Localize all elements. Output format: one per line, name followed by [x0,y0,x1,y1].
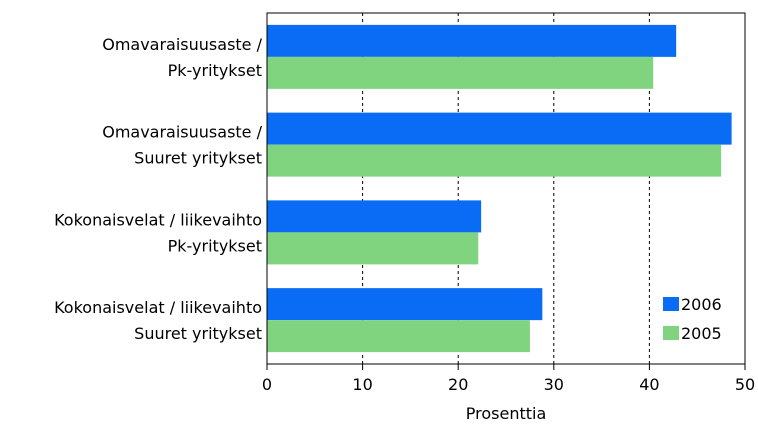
bar-2006-1 [267,24,677,57]
plot-frame [266,12,746,365]
x-tick-label-20: 20 [448,375,468,394]
x-axis-title: Prosenttia [466,404,547,423]
x-axis: 0 10 20 30 40 50 [262,364,755,394]
legend: 2006 2005 [663,295,722,343]
legend-label-2005: 2005 [681,324,722,343]
x-tick-label-50: 50 [735,375,755,394]
legend-swatch-2006 [663,297,679,311]
x-tick-label-40: 40 [639,375,659,394]
category-label-4-line-1: Kokonaisvelat / liikevaihto [54,298,262,317]
category-label-2-line-2: Suuret yritykset [134,149,262,168]
category-labels: Omavaraisuusaste / Pk-yritykset Omavaraisu… [54,35,262,343]
bar-2005-1 [267,56,654,89]
category-label-3-line-1: Kokonaisvelat / liikevaihto [54,210,262,229]
bar-2006-2 [267,112,732,145]
bar-2005-2 [267,144,722,177]
bar-2006-3 [267,200,482,233]
bars [267,24,732,353]
x-tick-label-30: 30 [544,375,564,394]
category-label-1-line-2: Pk-yritykset [168,61,262,80]
legend-swatch-2005 [663,326,679,340]
category-label-2-line-1: Omavaraisuusaste / [102,123,262,142]
category-label-4-line-2: Suuret yritykset [134,324,262,343]
bar-2005-4 [267,320,530,353]
category-label-3-line-2: Pk-yritykset [168,236,262,255]
category-label-1-line-1: Omavaraisuusaste / [102,35,262,54]
grid [362,13,650,364]
bar-2005-3 [267,232,479,265]
x-tick-label-0: 0 [262,375,272,394]
legend-label-2006: 2006 [681,295,722,314]
x-tick-label-10: 10 [352,375,372,394]
bar-2006-4 [267,288,543,321]
